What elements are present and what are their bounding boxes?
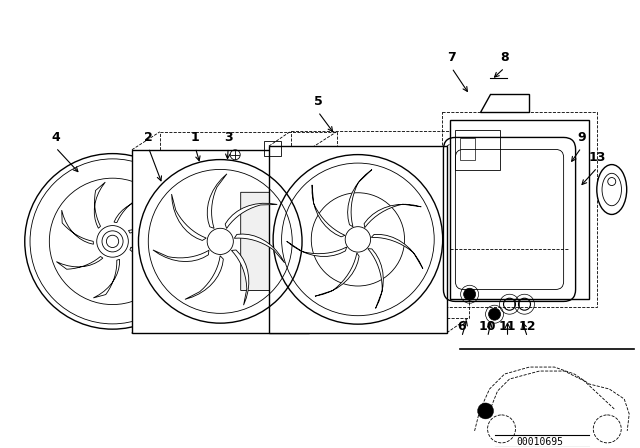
Text: 13: 13	[589, 151, 606, 164]
Polygon shape	[234, 234, 285, 263]
Polygon shape	[232, 250, 249, 305]
Polygon shape	[368, 249, 383, 308]
Polygon shape	[185, 256, 223, 299]
Text: 8: 8	[500, 51, 509, 64]
Text: 4: 4	[51, 131, 60, 144]
Ellipse shape	[596, 164, 627, 215]
Polygon shape	[315, 253, 359, 296]
Text: 7: 7	[447, 51, 456, 64]
Text: 5: 5	[314, 95, 323, 108]
Text: 2: 2	[144, 131, 153, 144]
Text: 00010695: 00010695	[516, 437, 563, 447]
Circle shape	[488, 308, 500, 320]
Polygon shape	[225, 203, 277, 228]
Text: 1: 1	[191, 131, 200, 144]
Circle shape	[463, 288, 476, 300]
Polygon shape	[312, 185, 345, 237]
Circle shape	[477, 403, 493, 419]
Polygon shape	[241, 180, 305, 290]
Text: 11: 11	[499, 320, 516, 333]
Polygon shape	[207, 174, 227, 228]
Text: 9: 9	[577, 131, 586, 144]
Polygon shape	[269, 146, 447, 333]
Polygon shape	[479, 94, 529, 112]
Text: 6: 6	[458, 320, 466, 333]
Polygon shape	[132, 150, 308, 333]
Polygon shape	[348, 169, 372, 227]
Polygon shape	[172, 194, 206, 241]
Text: 12: 12	[518, 320, 536, 333]
Polygon shape	[450, 120, 589, 299]
Text: 10: 10	[479, 320, 496, 333]
Text: 3: 3	[224, 131, 232, 144]
Polygon shape	[287, 241, 347, 256]
Polygon shape	[364, 204, 421, 228]
Polygon shape	[371, 234, 423, 269]
Polygon shape	[153, 250, 209, 262]
